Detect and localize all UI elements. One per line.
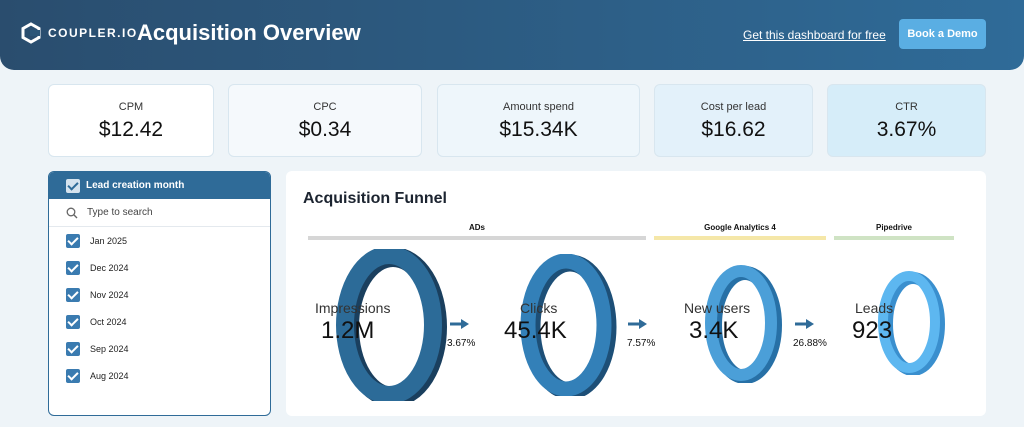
- item-checkbox[interactable]: [66, 287, 80, 302]
- filter-item-label: Dec 2024: [90, 262, 129, 273]
- source-label-pipedrive: Pipedrive: [875, 223, 912, 232]
- stage-value-clicks: 45.4K: [504, 317, 567, 344]
- stage-label-leads: Leads: [855, 300, 894, 316]
- source-label-ga4: Google Analytics 4: [704, 223, 776, 232]
- kpi-label: CPC: [313, 101, 337, 113]
- arrow-right-icon: [628, 319, 647, 329]
- filter-item[interactable]: Jan 2025: [49, 227, 270, 254]
- filter-item-label: Sep 2024: [90, 343, 129, 354]
- item-checkbox[interactable]: [66, 260, 80, 275]
- stage-label-impressions: Impressions: [315, 300, 391, 316]
- get-dashboard-link[interactable]: Get this dashboard for free: [743, 28, 886, 42]
- filter-item[interactable]: Aug 2024: [49, 362, 270, 389]
- arrow-right-icon: [795, 319, 814, 329]
- acquisition-funnel-panel: Acquisition Funnel ADs Google Analytics …: [286, 171, 986, 416]
- kpi-label: CTR: [895, 101, 918, 113]
- stage-value-new-users: 3.4K: [689, 317, 739, 344]
- funnel-title: Acquisition Funnel: [303, 190, 447, 207]
- kpi-card-cpc: CPC $0.34: [228, 84, 422, 157]
- filter-item-label: Nov 2024: [90, 289, 129, 300]
- source-bar-ads: [308, 236, 646, 240]
- filter-header[interactable]: Lead creation month: [49, 172, 270, 199]
- rate-impressions-to-clicks: 3.67%: [447, 338, 476, 349]
- page-title: Acquisition Overview: [137, 20, 361, 45]
- kpi-card-ctr: CTR 3.67%: [827, 84, 986, 157]
- stage-label-new-users: New users: [684, 300, 751, 316]
- funnel-ring-new-users: [705, 265, 782, 383]
- filter-search: [49, 199, 270, 227]
- item-checkbox[interactable]: [66, 341, 80, 356]
- kpi-value: $0.34: [298, 118, 352, 141]
- filter-search-input[interactable]: [87, 207, 237, 218]
- kpi-label: CPM: [118, 101, 144, 113]
- kpi-card-cost-per-lead: Cost per lead $16.62: [654, 84, 813, 157]
- month-filter-panel: Lead creation month Jan 2025 Dec 2024 No…: [48, 171, 271, 416]
- source-bar-pipedrive: [834, 236, 954, 240]
- filter-item-label: Aug 2024: [90, 370, 129, 381]
- kpi-value: $16.62: [701, 118, 766, 141]
- stage-value-leads: 923: [852, 317, 893, 344]
- kpi-value: $12.42: [98, 118, 164, 141]
- item-checkbox[interactable]: [66, 368, 80, 383]
- filter-title: Lead creation month: [86, 180, 185, 191]
- coupler-logo[interactable]: COUPLER.IO: [20, 22, 138, 44]
- select-all-checkbox[interactable]: [66, 178, 80, 193]
- funnel-ring-leads: [878, 271, 945, 375]
- filter-item[interactable]: Oct 2024: [49, 308, 270, 335]
- kpi-card-amount-spend: Amount spend $15.34K: [437, 84, 640, 157]
- header-bar: COUPLER.IO Acquisition Overview Get this…: [0, 0, 1024, 70]
- filter-item[interactable]: Dec 2024: [49, 254, 270, 281]
- funnel-ring-clicks: [520, 254, 617, 396]
- stage-value-impressions: 1.2M: [321, 317, 375, 344]
- coupler-logo-icon: [21, 22, 41, 44]
- rate-clicks-to-users: 7.57%: [627, 338, 656, 349]
- filter-item-label: Jan 2025: [90, 235, 128, 246]
- kpi-label: Amount spend: [503, 101, 574, 113]
- filter-item[interactable]: Sep 2024: [49, 335, 270, 362]
- funnel-ring-impressions: [336, 249, 447, 401]
- item-checkbox[interactable]: [66, 314, 80, 329]
- kpi-value: $15.34K: [499, 118, 578, 141]
- item-checkbox[interactable]: [66, 233, 80, 248]
- arrow-right-icon: [450, 319, 469, 329]
- kpi-label: Cost per lead: [700, 101, 767, 113]
- stage-label-clicks: Clicks: [520, 300, 558, 316]
- search-icon: [66, 207, 78, 218]
- kpi-card-cpm: CPM $12.42: [48, 84, 214, 157]
- logo-text: COUPLER.IO: [48, 26, 138, 40]
- filter-item[interactable]: Nov 2024: [49, 281, 270, 308]
- source-bar-ga4: [654, 236, 826, 240]
- book-demo-button[interactable]: Book a Demo: [899, 19, 986, 49]
- filter-item-label: Oct 2024: [90, 316, 127, 327]
- rate-users-to-leads: 26.88%: [793, 338, 827, 349]
- source-label-ads: ADs: [468, 223, 485, 232]
- kpi-value: 3.67%: [876, 118, 937, 141]
